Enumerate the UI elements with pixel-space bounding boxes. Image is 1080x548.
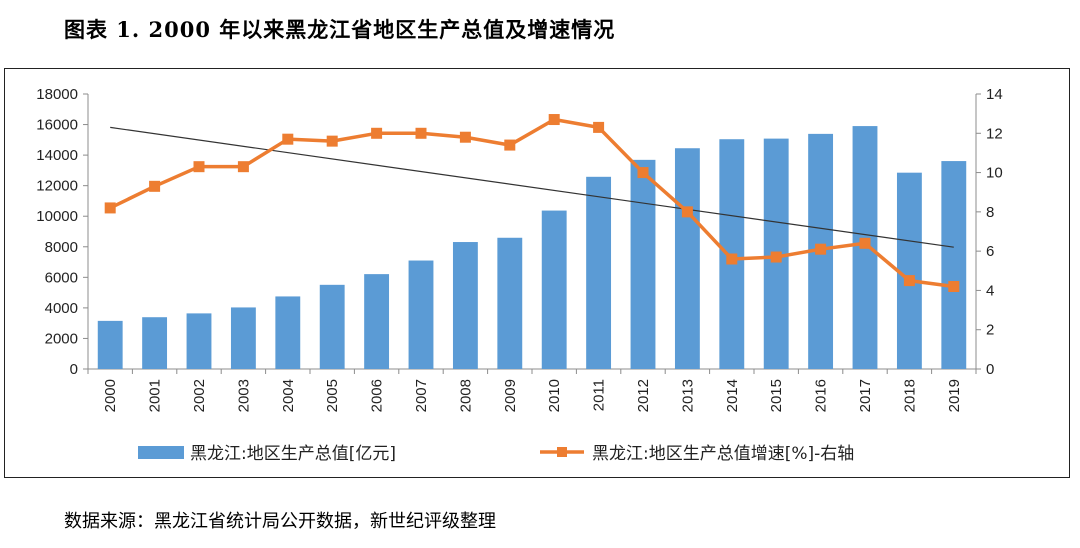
growth-marker bbox=[371, 127, 383, 139]
bar bbox=[364, 274, 390, 369]
chart-axes: 0 2000 4000 6000 8000 10000 12000 14000 16000 180… bbox=[36, 86, 1002, 412]
growth-marker bbox=[504, 139, 516, 151]
growth-marker bbox=[193, 161, 205, 173]
growth-marker bbox=[326, 135, 338, 147]
growth-marker bbox=[149, 180, 161, 192]
bar bbox=[142, 317, 168, 369]
legend-label-bar: 黑龙江:地区生产总值[亿元] bbox=[190, 444, 396, 464]
x-tick-label: 2018 bbox=[901, 379, 918, 412]
x-tick-label: 2003 bbox=[235, 379, 252, 412]
growth-marker bbox=[282, 133, 294, 145]
legend-swatch-bar bbox=[138, 446, 184, 459]
x-tick-label: 2001 bbox=[147, 379, 164, 412]
source-note: 数据来源：黑龙江省统计局公开数据，新世纪评级整理 bbox=[64, 511, 496, 532]
bar bbox=[97, 320, 123, 369]
x-tick-label: 2008 bbox=[457, 379, 474, 412]
bar bbox=[541, 210, 567, 369]
x-tick-label: 2007 bbox=[413, 379, 430, 412]
bar bbox=[319, 284, 345, 369]
trendline-path bbox=[110, 126, 954, 248]
y-right-tick-label: 0 bbox=[986, 361, 994, 378]
growth-marker bbox=[770, 251, 782, 263]
growth-marker bbox=[903, 275, 915, 287]
growth-marker bbox=[104, 202, 116, 214]
bar bbox=[275, 296, 301, 369]
x-tick-label: 2011 bbox=[591, 379, 608, 411]
trendline bbox=[110, 126, 954, 248]
bar bbox=[497, 237, 523, 369]
x-tick-label: 2013 bbox=[679, 379, 696, 412]
y-right-tick-label: 2 bbox=[986, 322, 994, 339]
growth-marker bbox=[459, 131, 471, 143]
growth-marker bbox=[237, 161, 249, 173]
bar bbox=[452, 242, 478, 369]
y-right-tick-label: 14 bbox=[986, 86, 1003, 103]
x-tick-label: 2000 bbox=[102, 379, 119, 412]
growth-marker bbox=[859, 237, 871, 249]
y-left-tick-label: 10000 bbox=[36, 208, 78, 225]
y-right-tick-label: 10 bbox=[986, 165, 1003, 182]
y-left-tick-label: 12000 bbox=[36, 178, 78, 195]
y-left-tick-label: 0 bbox=[70, 361, 78, 378]
x-tick-label: 2006 bbox=[369, 379, 386, 412]
growth-line bbox=[109, 117, 955, 289]
y-left-tick-label: 6000 bbox=[45, 269, 78, 286]
x-tick-label: 2010 bbox=[546, 379, 563, 412]
x-tick-label: 2016 bbox=[813, 379, 830, 412]
y-right-tick-label: 4 bbox=[986, 282, 994, 299]
chart-legend: 黑龙江:地区生产总值[亿元] 黑龙江:地区生产总值增速[%]-右轴 bbox=[138, 444, 854, 464]
figure-title: 图表 1. 2000 年以来黑龙江省地区生产总值及增速情况 bbox=[64, 17, 616, 42]
legend-label-line: 黑龙江:地区生产总值增速[%]-右轴 bbox=[592, 444, 854, 464]
line-series bbox=[104, 114, 960, 292]
bar bbox=[896, 172, 922, 369]
x-tick-label: 2015 bbox=[768, 379, 785, 412]
bar bbox=[230, 307, 256, 369]
growth-marker bbox=[726, 253, 738, 265]
x-tick-label: 2017 bbox=[857, 379, 874, 412]
x-tick-label: 2004 bbox=[280, 379, 297, 412]
growth-marker bbox=[815, 243, 827, 255]
y-left-tick-label: 4000 bbox=[45, 300, 78, 317]
growth-marker bbox=[593, 121, 605, 133]
growth-marker bbox=[415, 127, 427, 139]
y-left-tick-label: 2000 bbox=[45, 330, 78, 347]
bar-series bbox=[97, 126, 967, 369]
bar bbox=[941, 161, 967, 369]
x-tick-label: 2019 bbox=[946, 379, 963, 412]
bar bbox=[586, 176, 612, 369]
x-tick-label: 2014 bbox=[724, 379, 741, 412]
growth-marker bbox=[548, 114, 560, 126]
y-left-tick-label: 18000 bbox=[36, 86, 78, 103]
bar bbox=[630, 159, 656, 369]
y-right-tick-label: 8 bbox=[986, 204, 994, 221]
legend-swatch-marker bbox=[557, 447, 567, 457]
bar bbox=[186, 313, 212, 369]
y-left-tick-label: 14000 bbox=[36, 147, 78, 164]
y-left-tick-label: 8000 bbox=[45, 239, 78, 256]
chart-frame bbox=[4, 68, 1070, 478]
y-right-tick-label: 12 bbox=[986, 125, 1003, 142]
bar bbox=[674, 148, 700, 369]
growth-marker bbox=[681, 206, 693, 218]
x-tick-label: 2009 bbox=[502, 379, 519, 412]
x-tick-label: 2005 bbox=[324, 379, 341, 412]
x-tick-label: 2002 bbox=[191, 379, 208, 412]
growth-marker bbox=[637, 167, 649, 179]
bar bbox=[408, 260, 434, 369]
growth-marker bbox=[948, 281, 960, 292]
y-left-tick-label: 16000 bbox=[36, 117, 78, 134]
x-tick-label: 2012 bbox=[635, 379, 652, 412]
y-right-tick-label: 6 bbox=[986, 243, 994, 260]
